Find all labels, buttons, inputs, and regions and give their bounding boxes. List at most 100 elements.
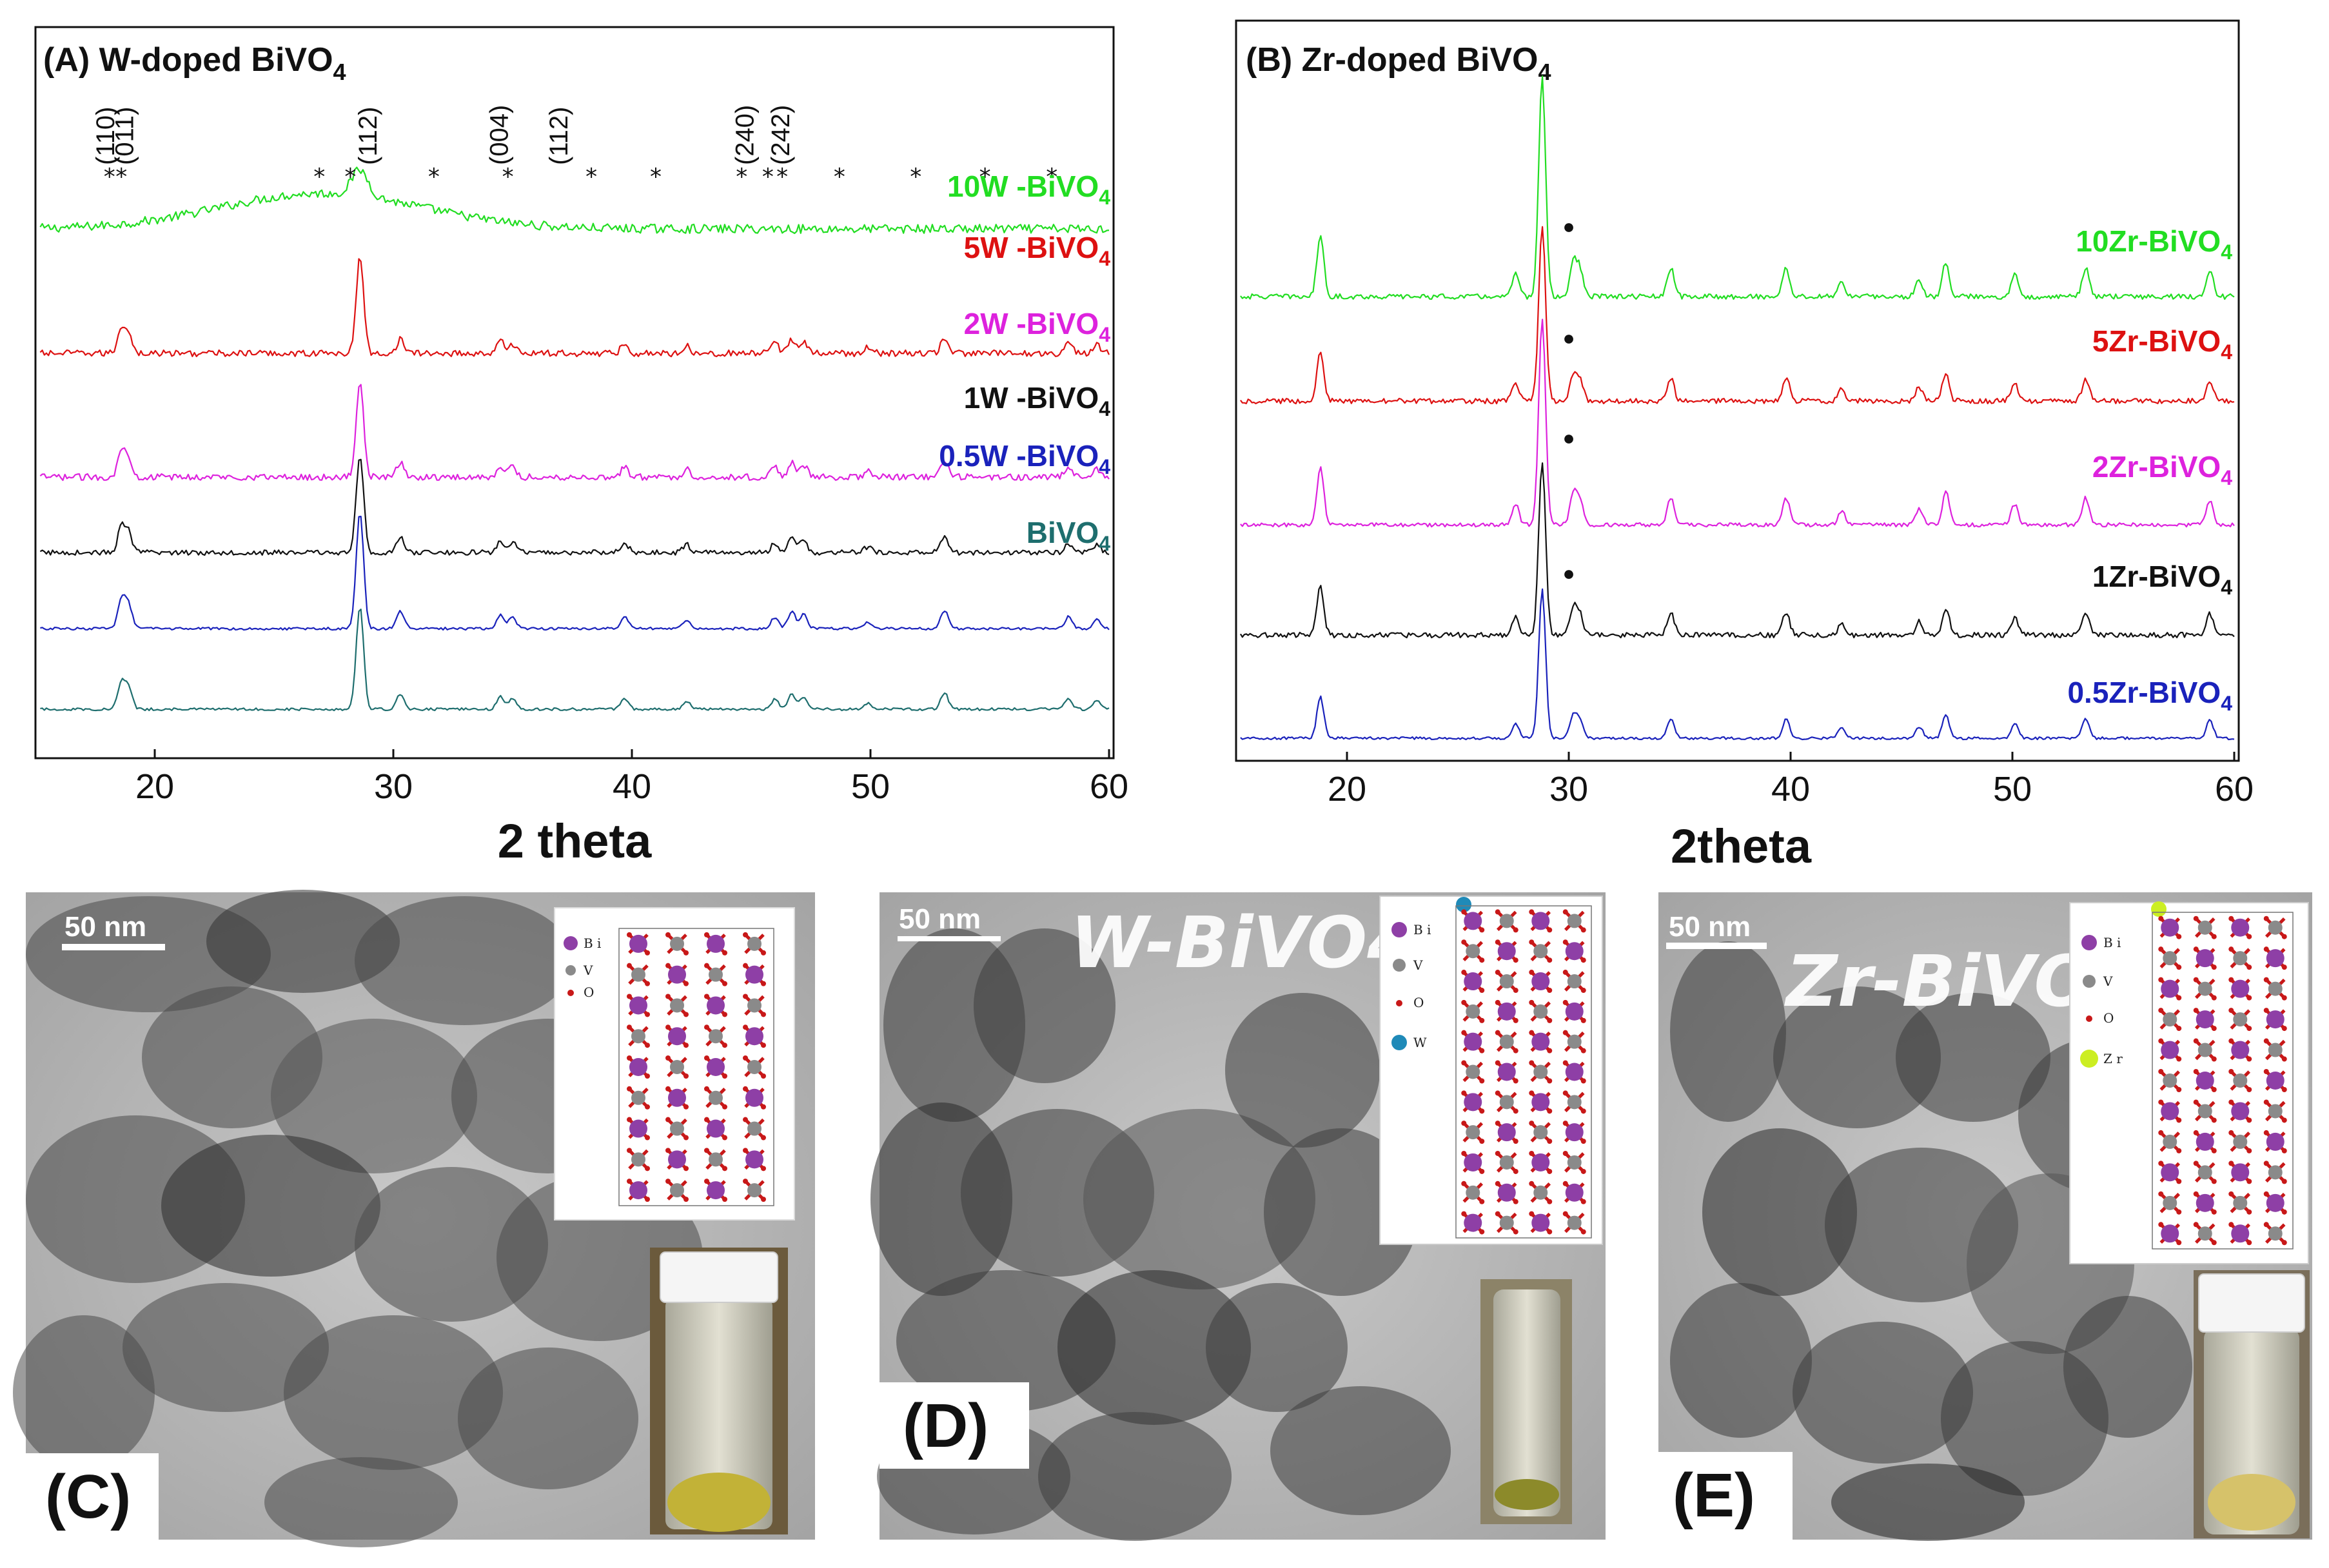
series-label: 0.5Zr-BiVO4: [2067, 676, 2232, 715]
vial-photo-c: [650, 1248, 788, 1534]
panel-b-chart: (B) Zr-doped BiVO4 20 30 40 50 60 ● ● ● ● 10Zr-…: [1235, 19, 2254, 873]
xrd-trace: [39, 458, 1110, 556]
inset-c-legend-o: O: [584, 985, 594, 1000]
reflection-label: (112): [354, 107, 382, 165]
xrd-trace: [1240, 75, 2235, 300]
x-tick-label: 20: [135, 767, 174, 806]
crystal-structure-inset-e: B i V O Z r: [2069, 901, 2309, 1264]
reflection-star: *: [585, 164, 597, 190]
panel-a-x-axis-label: 2 theta: [498, 814, 652, 868]
tem-panel-d: 50 nm W-BiVO4 B i V O W (D): [870, 892, 1606, 1541]
series-label: 1W -BiVO4: [964, 381, 1111, 420]
series-label: 10Zr-BiVO4: [2076, 224, 2232, 264]
reflection-label: (004): [486, 105, 514, 165]
reflection-star: *: [650, 164, 662, 190]
panel-a-traces: [39, 166, 1110, 712]
scale-bar-c: [62, 944, 165, 950]
x-tick-label: 20: [1328, 770, 1366, 808]
tem-overlay-title-e: Zr-BiVO: [1784, 940, 2094, 1023]
inset-d-legend-v: V: [1413, 957, 1423, 973]
reflection-label: (240): [731, 105, 760, 165]
tem-panel-e: 50 nm Zr-BiVO B i V O Z r (E): [1658, 892, 2312, 1541]
reflection-star: *: [313, 164, 325, 190]
inset-e-legend-v: V: [2103, 974, 2113, 989]
inset-d-legend-w: W: [1413, 1035, 1427, 1050]
series-label: 5W -BiVO4: [964, 231, 1111, 270]
inset-d-legend-bi: B i: [1413, 922, 1431, 937]
panel-a-frame: [34, 26, 1115, 760]
x-tick-label: 60: [2215, 770, 2254, 808]
x-tick-label: 50: [1993, 770, 2032, 808]
reflection-star: *: [979, 164, 991, 190]
reflection-star: *: [762, 164, 774, 190]
inset-c-legend-bi: B i: [584, 936, 601, 951]
panel-b-traces: [1239, 75, 2235, 741]
xrd-trace: [39, 166, 1110, 234]
x-tick-label: 40: [613, 767, 651, 806]
x-tick-label: 30: [1549, 770, 1588, 808]
scale-bar-label-c: 50 nm: [64, 911, 146, 943]
panel-a-x-axis: 20 30 40 50 60: [135, 749, 1128, 806]
xrd-trace: [39, 258, 1110, 358]
xrd-trace: [1239, 462, 2235, 639]
panel-b-dot-marks: ● ● ● ●: [1562, 215, 1575, 585]
x-tick-label: 60: [1090, 767, 1128, 806]
panel-b-series-labels: 10Zr-BiVO4 5Zr-BiVO4 2Zr-BiVO4 1Zr-BiVO4 0.5…: [2067, 224, 2232, 715]
phase-dot: ●: [1562, 326, 1575, 349]
tem-label-c: (C): [45, 1462, 131, 1531]
phase-dot: ●: [1562, 215, 1575, 238]
xrd-trace: [40, 608, 1110, 712]
inset-c-legend-v: V: [583, 963, 593, 978]
series-label: BiVO4: [1027, 516, 1110, 555]
scale-bar-e: [1666, 943, 1767, 949]
inset-e-legend-zr: Z r: [2103, 1051, 2123, 1066]
tem-label-box-c: [26, 1453, 159, 1540]
reflection-label: (011): [111, 107, 139, 165]
reflection-star: *: [115, 164, 127, 190]
tem-panel-c: 50 nm B i V O (C): [13, 890, 815, 1547]
panel-a-series-labels: 10W -BiVO4 5W -BiVO4 2W -BiVO4 1W -BiVO4 0.5…: [939, 170, 1110, 555]
panel-a-title: (A) W-doped BiVO4: [43, 41, 346, 85]
inset-e-legend-o: O: [2103, 1010, 2114, 1026]
phase-dot: ●: [1562, 426, 1575, 449]
xrd-trace: [1240, 588, 2235, 741]
scale-bar-d: [898, 936, 1001, 941]
reflection-star: *: [502, 164, 514, 190]
reflection-star: *: [910, 164, 921, 190]
tem-label-e: (E): [1673, 1461, 1755, 1530]
x-tick-label: 40: [1771, 770, 1810, 808]
series-label: 10W -BiVO4: [947, 170, 1110, 209]
xrd-trace: [1240, 226, 2235, 405]
panel-b-x-axis: 20 30 40 50 60: [1328, 752, 2254, 808]
panel-b-title: (B) Zr-doped BiVO4: [1246, 41, 1551, 85]
crystal-structure-inset-d: B i V O W: [1379, 896, 1603, 1245]
inset-e-legend-bi: B i: [2103, 935, 2121, 950]
tem-label-box-e: [1658, 1452, 1793, 1540]
xrd-trace: [1240, 318, 2235, 528]
series-label: 5Zr-BiVO4: [2092, 324, 2232, 364]
crystal-structure-inset-c: B i V O: [554, 907, 795, 1220]
panel-b-x-axis-label: 2theta: [1671, 819, 1812, 873]
reflection-star: *: [428, 164, 440, 190]
vial-photo-d: [1480, 1279, 1572, 1524]
scale-bar-label-d: 50 nm: [899, 903, 981, 935]
phase-dot: ●: [1562, 562, 1575, 585]
x-tick-label: 50: [851, 767, 890, 806]
tem-label-box-d: [880, 1382, 1029, 1469]
reflection-star: *: [776, 164, 788, 190]
series-label: 0.5W -BiVO4: [939, 439, 1110, 478]
panel-a-reflection-marks: * * * * * * * * * * * * * * *(110)(011) (112) (004) (112)…: [92, 105, 1057, 190]
scale-bar-label-e: 50 nm: [1669, 911, 1751, 943]
tem-overlay-title-d: W-BiVO4: [1070, 901, 1417, 984]
reflection-label: (110): [92, 107, 120, 165]
reflection-star: *: [834, 164, 845, 190]
inset-d-legend-o: O: [1413, 995, 1424, 1010]
x-tick-label: 30: [374, 767, 413, 806]
xrd-trace: [40, 515, 1110, 631]
vial-photo-e: [2194, 1270, 2310, 1538]
series-label: 2Zr-BiVO4: [2092, 450, 2232, 489]
series-label: 2W -BiVO4: [964, 307, 1111, 346]
xrd-trace: [39, 384, 1110, 481]
reflection-star: *: [1046, 164, 1057, 190]
reflection-star: *: [736, 164, 747, 190]
